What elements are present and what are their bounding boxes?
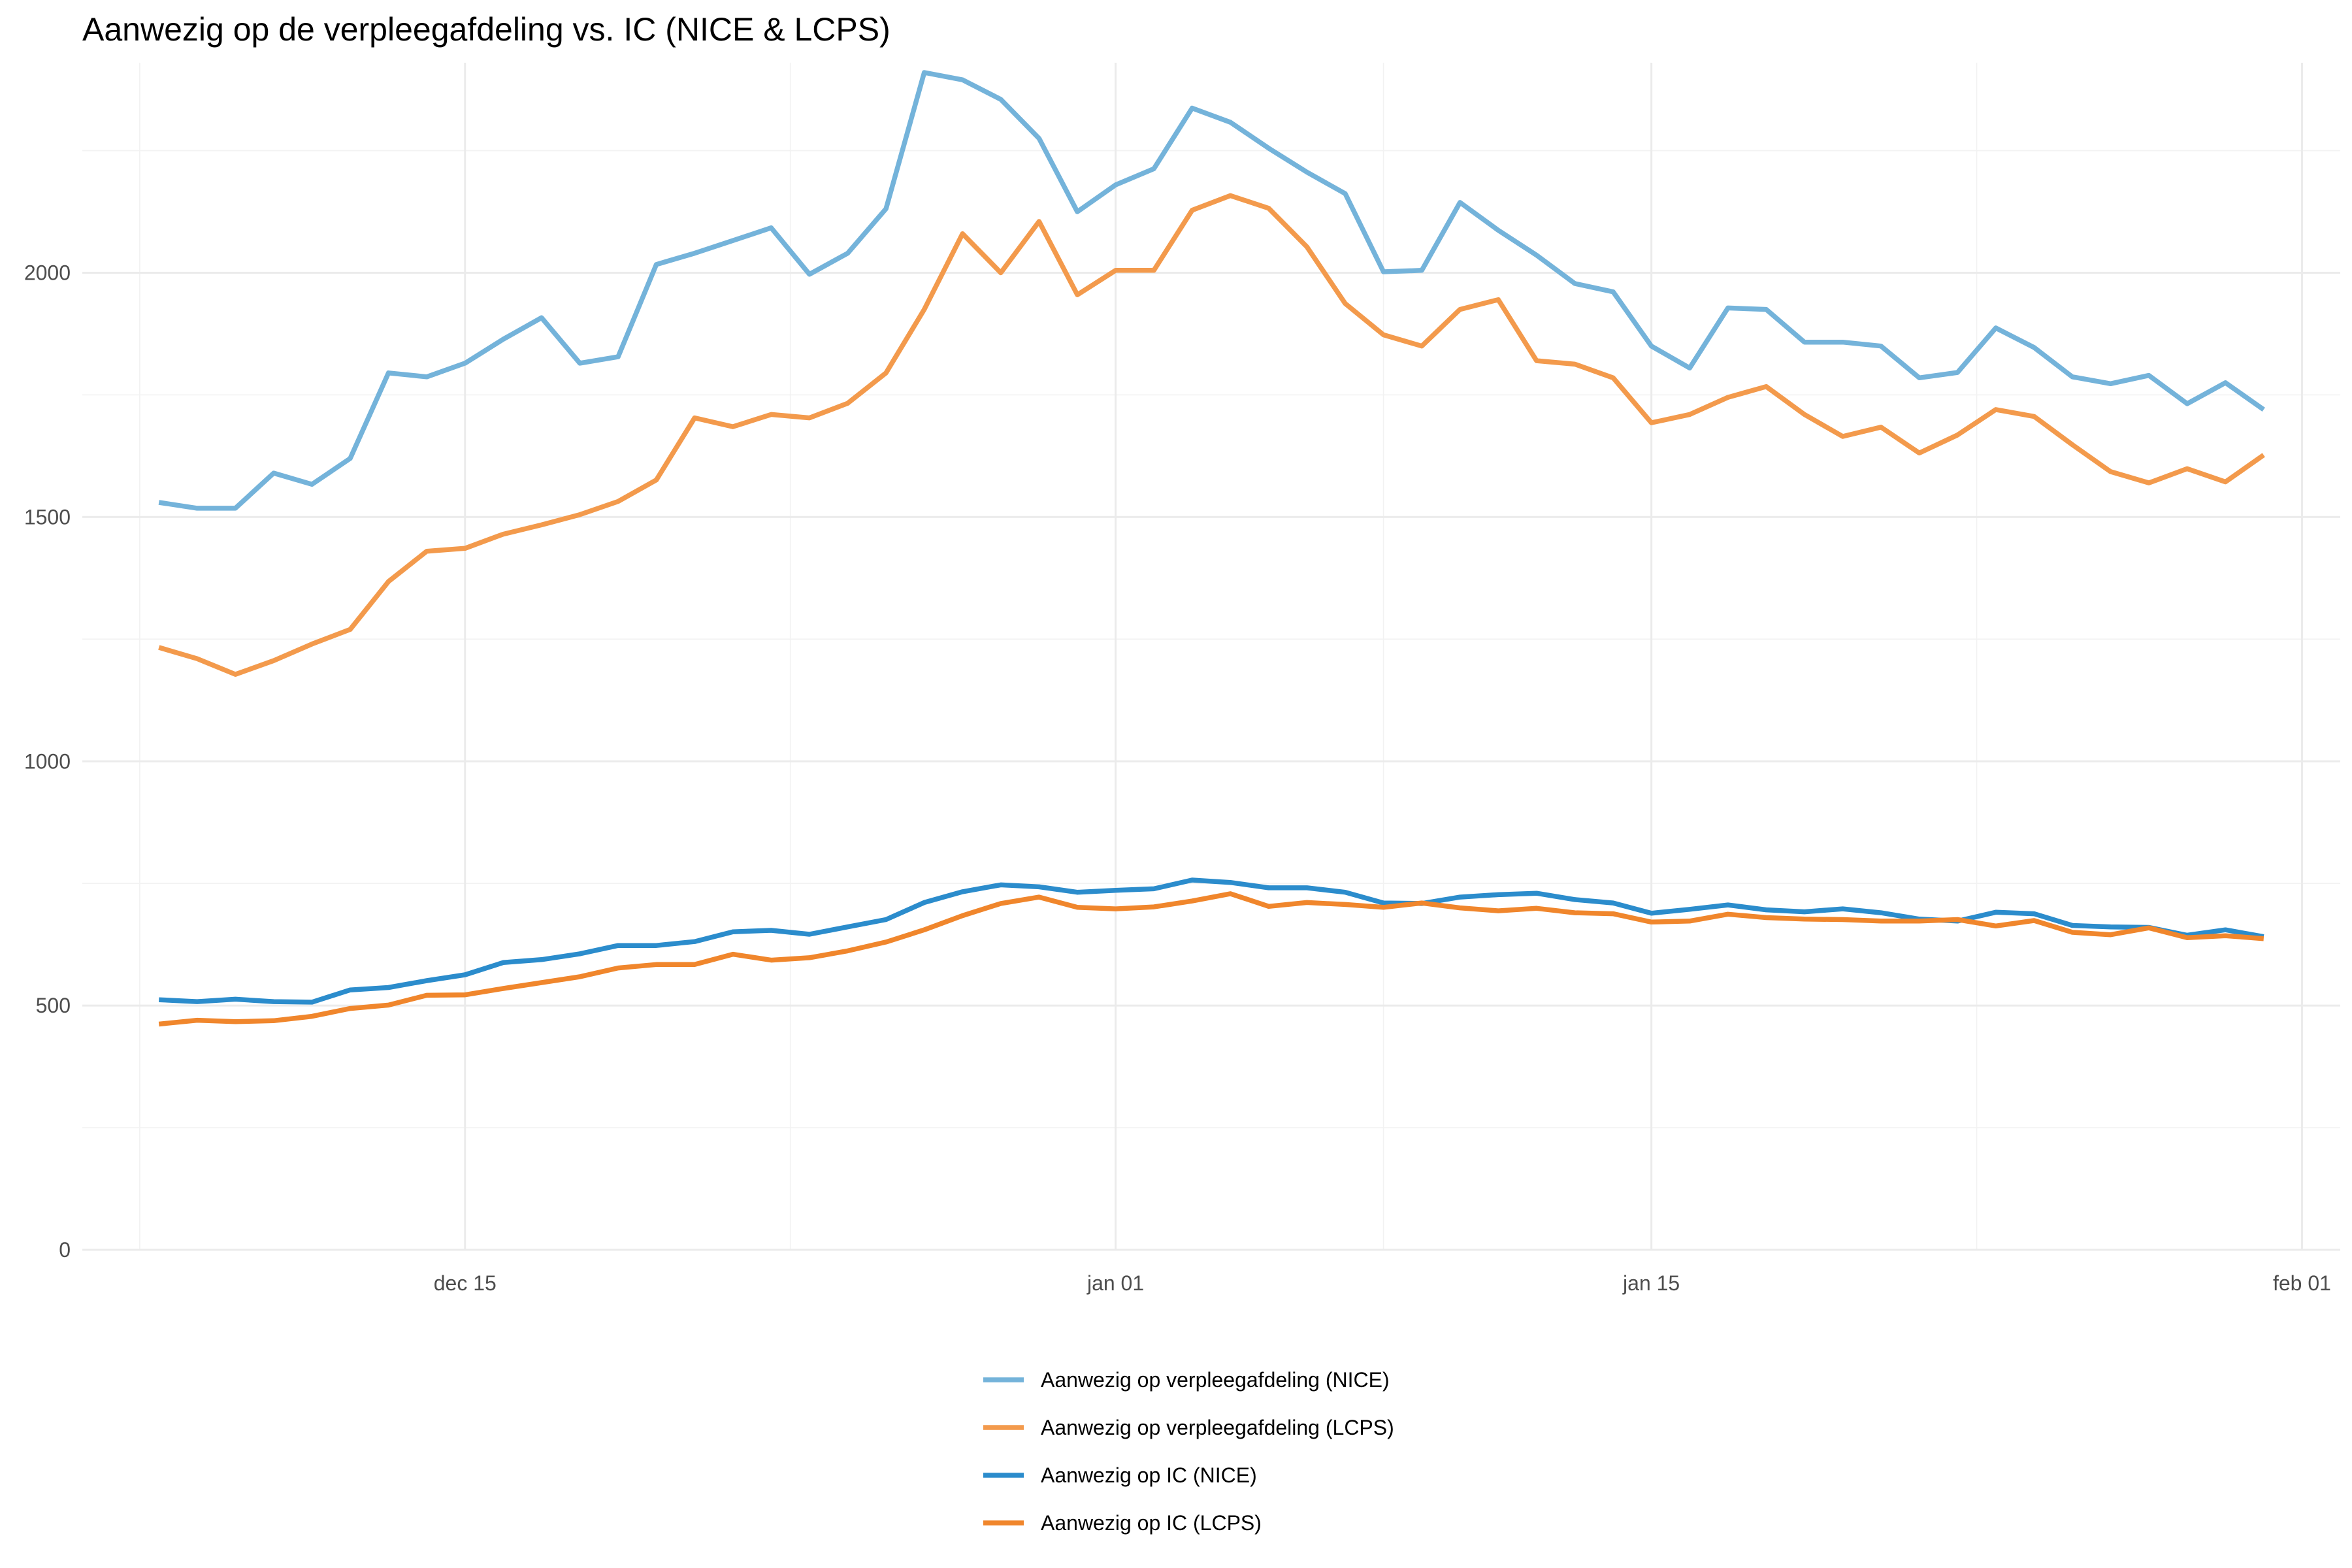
legend-label-3: Aanwezig op IC (NICE)	[1041, 1463, 1257, 1487]
y-tick-label: 500	[36, 994, 71, 1017]
x-tick-label: jan 01	[1086, 1271, 1144, 1295]
legend-label-1: Aanwezig op verpleegafdeling (NICE)	[1041, 1368, 1390, 1392]
y-tick-label: 1000	[24, 749, 71, 773]
y-tick-label: 1500	[24, 505, 71, 529]
y-tick-label: 2000	[24, 261, 71, 285]
x-tick-label: jan 15	[1622, 1271, 1680, 1295]
y-axis-ticks: 0 500 1000 1500 2000	[24, 261, 71, 1262]
series-line-2	[158, 193, 2265, 677]
legend-label-4: Aanwezig op IC (LCPS)	[1041, 1511, 1262, 1535]
series-line-4	[158, 891, 2264, 1027]
y-tick-label: 0	[59, 1238, 71, 1262]
x-axis-ticks: dec 15 jan 01 jan 15 feb 01	[434, 1271, 2331, 1295]
chart-title: Aanwezig op de verpleegafdeling vs. IC (…	[82, 11, 890, 48]
grid-minor	[82, 63, 2340, 1250]
x-tick-label: feb 01	[2273, 1271, 2331, 1295]
series-line-1	[158, 70, 2265, 511]
legend-label-2: Aanwezig op verpleegafdeling (LCPS)	[1041, 1416, 1394, 1439]
x-tick-label: dec 15	[434, 1271, 497, 1295]
grid-major	[82, 63, 2340, 1251]
series-layer	[158, 70, 2265, 1027]
series-line-3	[159, 877, 2264, 1005]
legend: Aanwezig op verpleegafdeling (NICE) Aanwe…	[983, 1368, 1394, 1535]
